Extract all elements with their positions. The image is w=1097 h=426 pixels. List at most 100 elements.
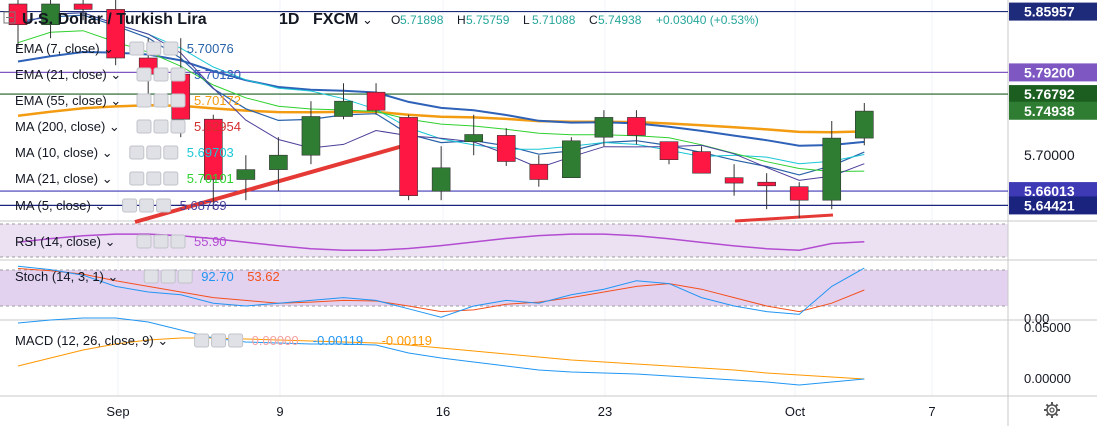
legend-control-icon[interactable] xyxy=(153,93,169,108)
indicator-label[interactable]: MA (5, close) ⌄ xyxy=(15,198,105,213)
candle-body[interactable] xyxy=(562,140,581,179)
macd-label[interactable]: MACD (12, 26, close, 9) ⌄ xyxy=(15,333,168,348)
exchange[interactable]: FXCM xyxy=(313,11,358,28)
interval[interactable]: 1D xyxy=(279,11,299,28)
legend-control-icon[interactable] xyxy=(136,119,152,134)
stoch-label[interactable]: Stoch (14, 3, 1) ⌄ xyxy=(15,269,118,284)
candle-body[interactable] xyxy=(366,91,386,111)
candle-body[interactable] xyxy=(236,169,256,180)
stoch-d-line xyxy=(17,268,865,313)
candle-body[interactable] xyxy=(659,141,679,160)
indicator-value: 5.70120 xyxy=(194,67,241,82)
ohlc-key: O xyxy=(391,13,400,27)
indicator-value: -0.00119 xyxy=(313,333,363,348)
indicator-label[interactable]: EMA (21, close) ⌄ xyxy=(15,67,121,82)
candle-body[interactable] xyxy=(73,3,93,10)
candle-body[interactable] xyxy=(204,118,223,180)
ma-10-line xyxy=(17,12,865,165)
candle-body[interactable] xyxy=(334,100,353,117)
candle-body[interactable] xyxy=(594,117,614,138)
candle-body[interactable] xyxy=(269,154,288,170)
legend-control-icon[interactable] xyxy=(129,145,145,160)
legend-control-icon[interactable] xyxy=(228,333,244,348)
legend-control-icon[interactable] xyxy=(177,269,193,284)
candle-body[interactable] xyxy=(692,151,711,174)
candle-body[interactable] xyxy=(41,3,60,26)
legend-control-icon[interactable] xyxy=(160,269,176,284)
legend-control-icon[interactable] xyxy=(139,198,155,213)
ohlc-value: 5.71088 xyxy=(532,13,576,27)
legend-control-icon[interactable] xyxy=(194,333,210,348)
time-axis-label: Sep xyxy=(106,404,129,419)
time-axis-label: 7 xyxy=(928,404,935,419)
indicator-label[interactable]: EMA (55, close) ⌄ xyxy=(15,93,121,108)
legend-control-icon[interactable] xyxy=(146,145,162,160)
price-axis-badge xyxy=(1009,2,1097,21)
legend-control-icon[interactable] xyxy=(136,234,152,249)
indicator-value: 5.69703 xyxy=(187,145,234,160)
legend-control-icon[interactable] xyxy=(146,41,162,56)
candle-body[interactable] xyxy=(529,163,549,180)
candle-body[interactable] xyxy=(789,186,809,201)
legend-control-icon[interactable] xyxy=(170,119,186,134)
legend-control-icon[interactable] xyxy=(163,145,179,160)
candle-body[interactable] xyxy=(822,137,842,201)
ohlc-value: 5.74938 xyxy=(598,13,642,27)
legend-control-icon[interactable] xyxy=(153,67,169,82)
ohlc-key: H xyxy=(457,13,466,27)
legend-control-icon[interactable] xyxy=(129,171,145,186)
price-axis-badge xyxy=(1009,196,1097,215)
legend-control-icon[interactable] xyxy=(129,41,145,56)
time-axis-label: Oct xyxy=(785,404,806,419)
trendline[interactable] xyxy=(734,213,834,223)
candle-body[interactable] xyxy=(399,117,418,197)
chevron-down-icon[interactable]: ⌄ xyxy=(362,12,373,27)
candle-body[interactable] xyxy=(431,167,451,192)
indicator-value: 5.70172 xyxy=(194,93,241,108)
legend-control-icon[interactable] xyxy=(143,269,159,284)
ohlc-value: 5.75759 xyxy=(466,13,510,27)
ohlc-value: 5.71898 xyxy=(400,13,444,27)
candle-body[interactable] xyxy=(627,117,646,136)
candle-body[interactable] xyxy=(106,9,125,59)
legend-control-icon[interactable] xyxy=(170,234,186,249)
legend-control-icon[interactable] xyxy=(156,198,172,213)
candle-body[interactable] xyxy=(724,177,744,184)
indicator-label[interactable]: MA (200, close) ⌄ xyxy=(15,119,120,134)
time-axis-label: 23 xyxy=(598,404,612,419)
legend-control-icon[interactable] xyxy=(163,41,179,56)
candle-body[interactable] xyxy=(757,181,776,187)
candle-body[interactable] xyxy=(854,110,874,139)
legend-control-icon[interactable] xyxy=(153,234,169,249)
candle-body[interactable] xyxy=(8,3,28,26)
indicator-label[interactable]: MA (21, close) ⌄ xyxy=(15,171,113,186)
indicator-value: 5.68769 xyxy=(180,198,227,213)
legend-control-icon[interactable] xyxy=(146,171,162,186)
legend-control-icon[interactable] xyxy=(163,171,179,186)
trendline[interactable] xyxy=(134,142,411,224)
indicator-label[interactable]: EMA (7, close) ⌄ xyxy=(15,41,114,56)
legend-control-icon[interactable] xyxy=(153,119,169,134)
legend-control-icon[interactable] xyxy=(170,93,186,108)
ohlc-values: O 5.71898 H 5.75759 L 5.71088 C 5.74938 xyxy=(391,13,642,27)
rsi-label[interactable]: RSI (14, close) ⌄ xyxy=(15,234,115,249)
legend-control-icon[interactable] xyxy=(170,67,186,82)
indicator-label[interactable]: MA (10, close) ⌄ xyxy=(15,145,113,160)
indicator-value: 0.00000 xyxy=(252,333,299,348)
legend-control-icon[interactable] xyxy=(136,93,152,108)
gear-icon[interactable] xyxy=(1044,402,1060,418)
time-axis: Sep 9 16 23 Oct 7 xyxy=(106,404,935,419)
candle-body[interactable] xyxy=(301,116,321,156)
ma-5-line xyxy=(17,12,865,181)
symbol-title[interactable]: U.S. Dollar / Turkish Lira xyxy=(22,11,207,28)
indicator-value: 55.90 xyxy=(194,234,227,249)
legend-control-icon[interactable] xyxy=(136,67,152,82)
legend-control-icon[interactable] xyxy=(211,333,227,348)
candle-body[interactable] xyxy=(464,134,484,142)
price-axis-badge xyxy=(1009,85,1097,104)
collapse-icon[interactable] xyxy=(3,11,16,24)
legend-control-icon[interactable] xyxy=(122,198,138,213)
candle-body[interactable] xyxy=(496,135,516,162)
